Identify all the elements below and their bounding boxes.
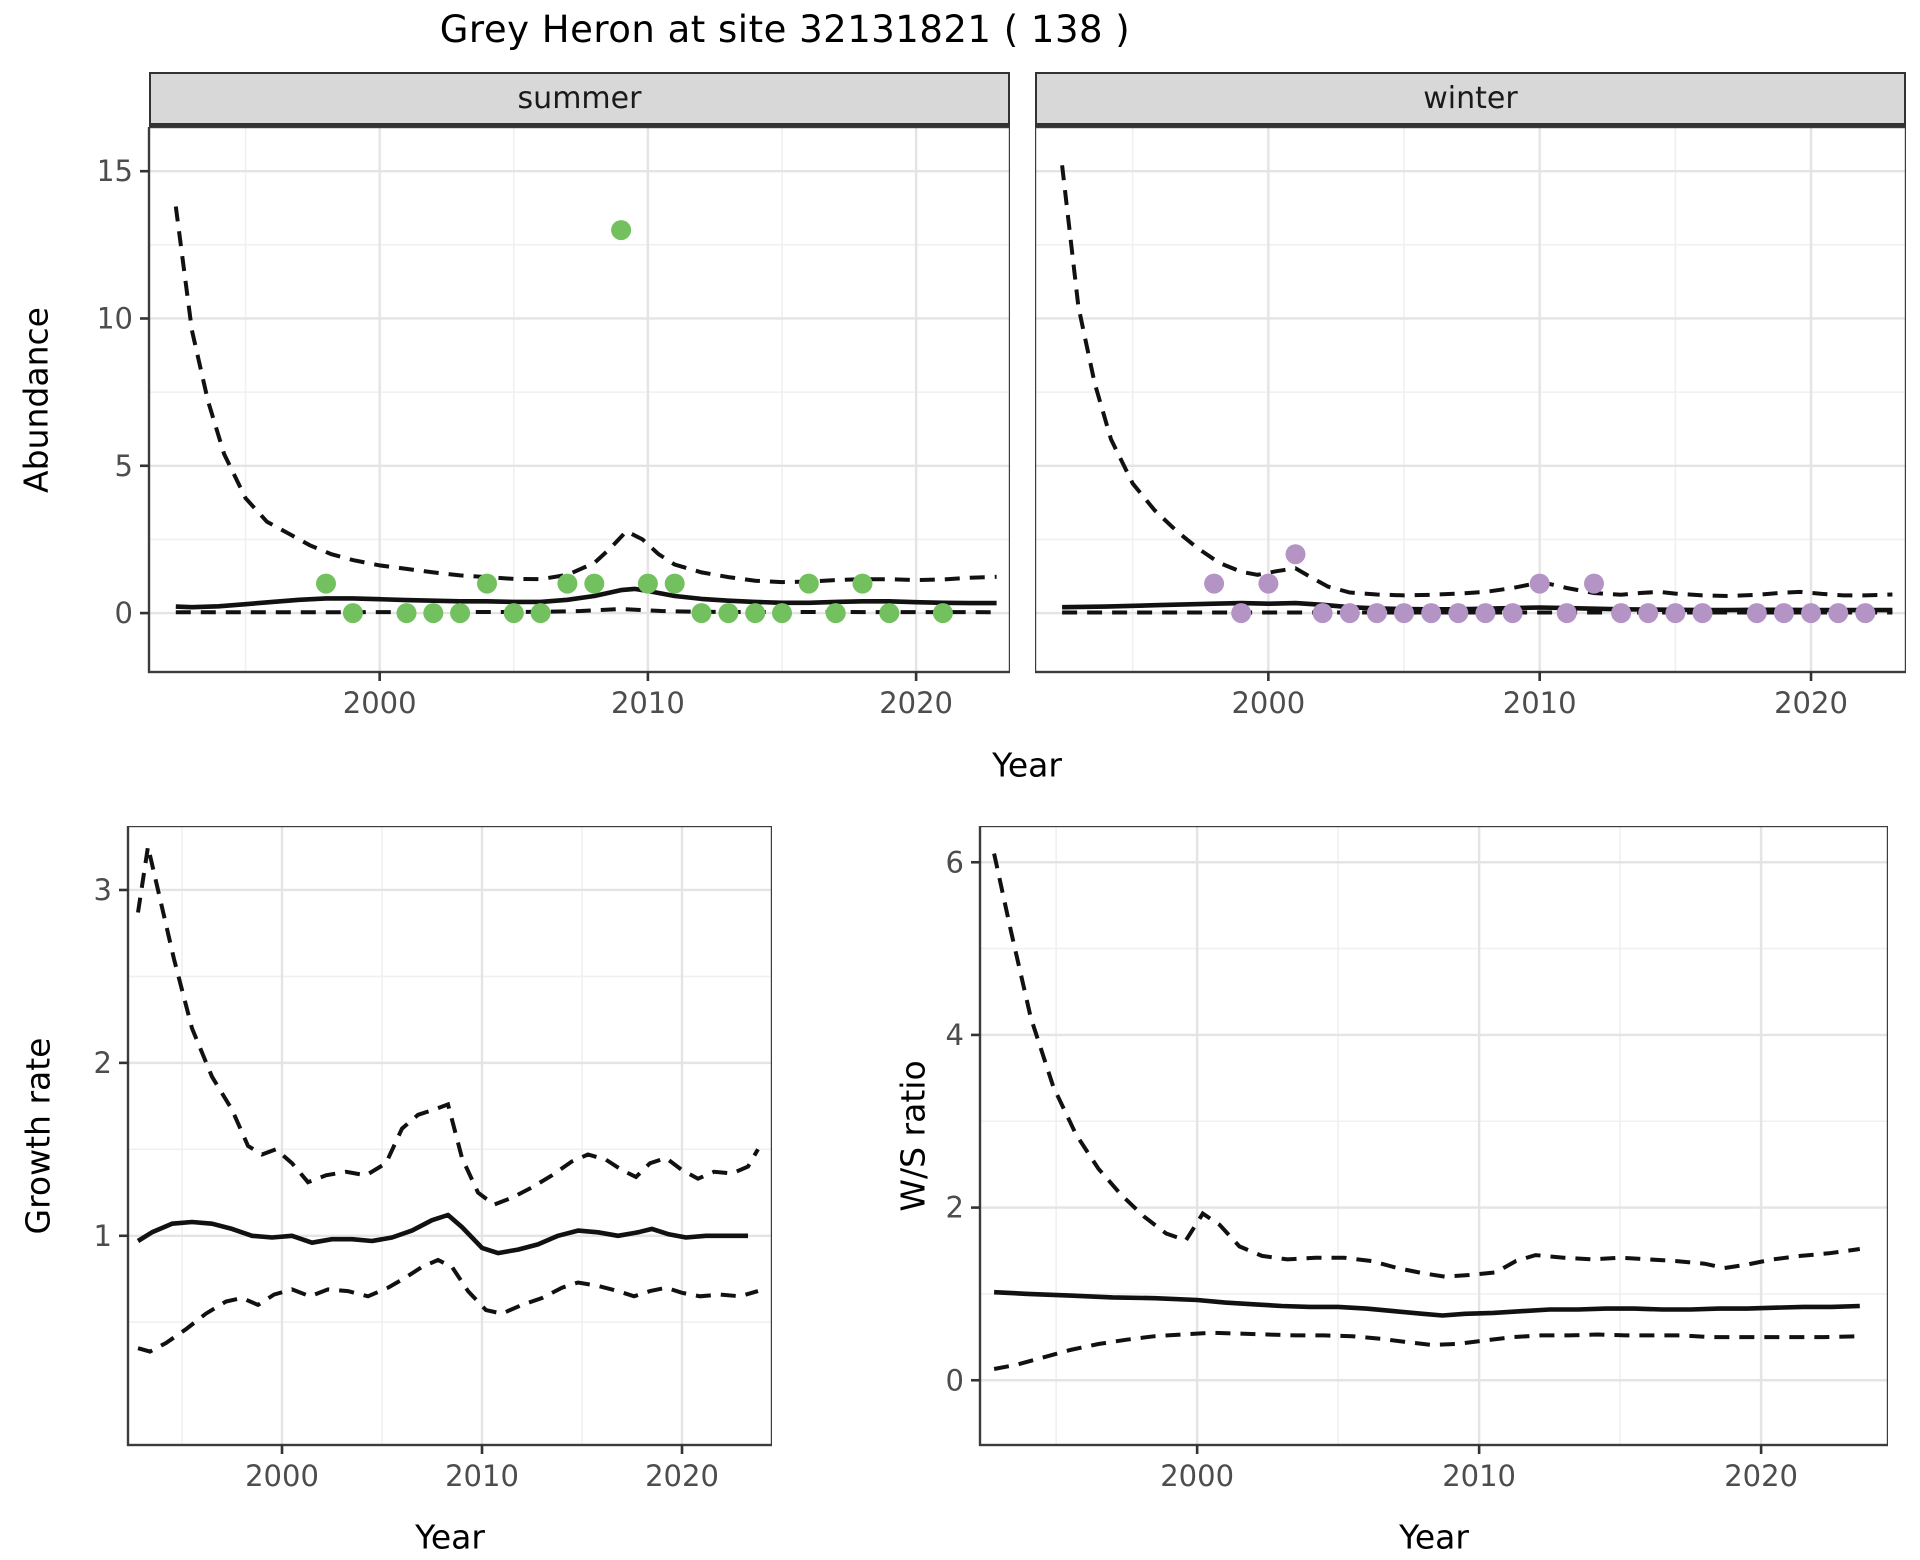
plot-title: Grey Heron at site 32131821 ( 138 ): [439, 8, 1131, 51]
svg-text:2: 2: [946, 1191, 964, 1225]
axis-ticks: 2000 2010 2020 0 2 4 6: [946, 845, 1798, 1493]
facet-strip-summer: summer: [149, 72, 1010, 128]
svg-text:0: 0: [115, 596, 133, 630]
svg-text:2000: 2000: [1160, 1459, 1234, 1493]
svg-text:2010: 2010: [445, 1459, 519, 1493]
svg-text:5: 5: [115, 449, 133, 483]
x-axis-title-year-bottom-left: Year: [415, 1517, 485, 1557]
lower-ci-line: [175, 606, 997, 615]
svg-text:0: 0: [946, 1363, 964, 1397]
svg-text:15: 15: [100, 154, 133, 188]
svg-text:2010: 2010: [611, 686, 685, 720]
upper-ci-line: [1060, 165, 1893, 599]
gridlines: [128, 826, 772, 1445]
svg-text:4: 4: [946, 1018, 964, 1052]
panel-growth-rate: 2000 2010 2020 1 2 3: [75, 824, 774, 1504]
svg-text:2010: 2010: [1503, 686, 1577, 720]
x-axis-title-year-bottom-right: Year: [1399, 1517, 1469, 1557]
y-axis-title-abundance: Abundance: [16, 307, 56, 493]
svg-text:2000: 2000: [343, 686, 417, 720]
svg-text:2020: 2020: [879, 686, 953, 720]
upper-ci-line: [992, 853, 1861, 1279]
upper-ci-line: [173, 206, 997, 585]
y-axis-title-growth-rate: Growth rate: [18, 1037, 58, 1235]
svg-text:10: 10: [100, 301, 133, 335]
axis-ticks: 2000 2010 2020 0 5 10 15: [96, 154, 953, 720]
lower-ci-line: [137, 1257, 759, 1354]
fit-line: [175, 586, 997, 610]
observation-points: [1204, 544, 1876, 624]
trend-lines: [173, 206, 997, 615]
facet-label-summer: summer: [517, 81, 642, 116]
svg-text:6: 6: [946, 845, 964, 879]
facet-label-winter: winter: [1423, 81, 1518, 116]
svg-text:2000: 2000: [1231, 686, 1305, 720]
axis-ticks: 2000 2010 2020 1 2 3: [94, 873, 719, 1493]
panel-abundance-winter: 2000 2010 2020: [1033, 125, 1908, 724]
trend-lines: [992, 853, 1861, 1371]
observation-points: [316, 220, 953, 624]
panel-ws-ratio: 2000 2010 2020 0 2 4 6: [925, 824, 1890, 1504]
axis-ticks: 2000 2010 2020: [1231, 672, 1848, 720]
fit-line: [136, 1212, 748, 1256]
svg-text:2020: 2020: [1774, 686, 1848, 720]
svg-text:1: 1: [94, 1219, 112, 1253]
trend-lines: [136, 846, 760, 1354]
panel-abundance-summer: 2000 2010 2020 0 5 10 15: [96, 125, 1012, 724]
gridlines: [980, 826, 1888, 1445]
lower-ci-line: [993, 1330, 1860, 1371]
svg-text:2020: 2020: [1724, 1459, 1798, 1493]
gridlines: [149, 127, 1010, 672]
upper-ci-line: [136, 846, 760, 1207]
x-axis-title-year-top: Year: [992, 745, 1062, 785]
fit-line: [993, 1289, 1860, 1318]
svg-text:2: 2: [94, 1046, 112, 1080]
svg-text:2020: 2020: [645, 1459, 719, 1493]
facet-strip-winter: winter: [1035, 72, 1906, 128]
svg-text:3: 3: [94, 873, 112, 907]
svg-text:2000: 2000: [245, 1459, 319, 1493]
svg-text:2010: 2010: [1442, 1459, 1516, 1493]
